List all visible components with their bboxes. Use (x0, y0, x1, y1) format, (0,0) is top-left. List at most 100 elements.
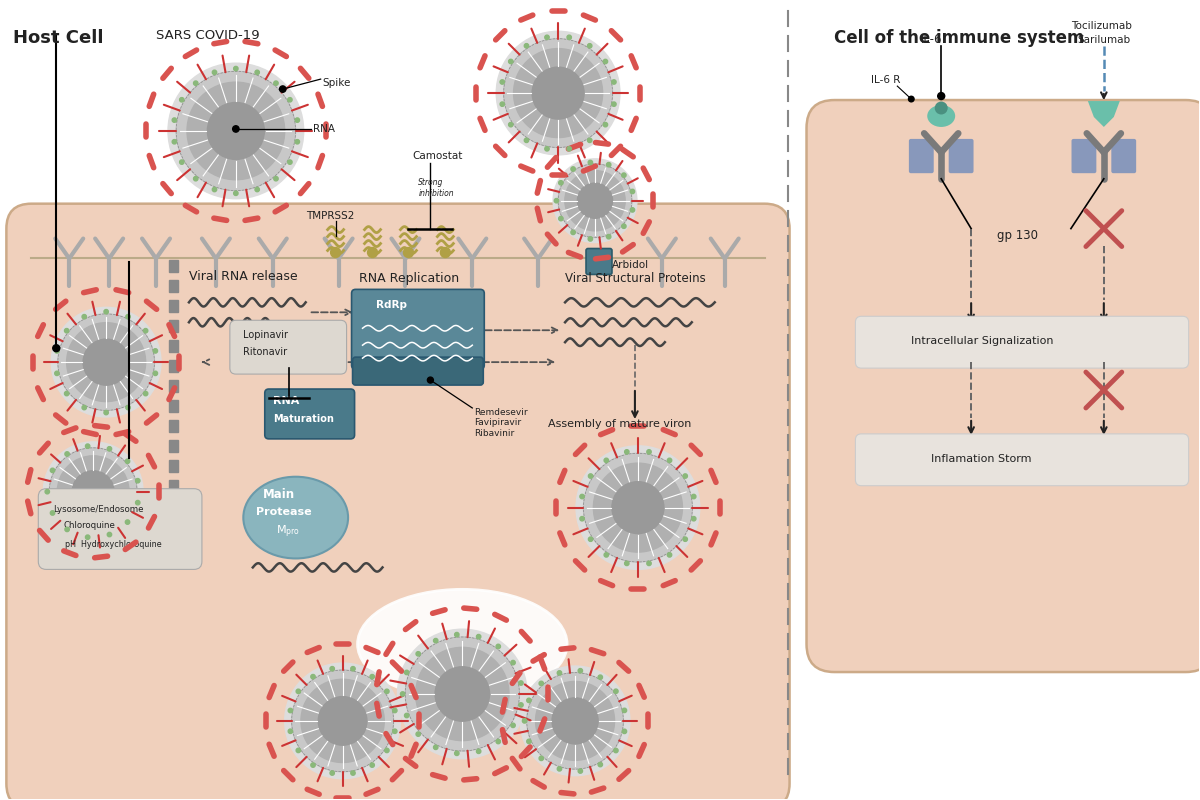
Circle shape (604, 553, 608, 557)
Ellipse shape (415, 647, 509, 741)
Circle shape (588, 138, 592, 142)
Ellipse shape (244, 477, 348, 558)
Circle shape (296, 748, 300, 753)
Circle shape (136, 478, 140, 483)
Circle shape (350, 666, 355, 671)
Text: Viral Structural Proteins: Viral Structural Proteins (565, 273, 706, 286)
Circle shape (392, 708, 397, 713)
Circle shape (311, 763, 316, 767)
Circle shape (557, 766, 562, 771)
Circle shape (527, 698, 532, 702)
Text: Tocilizumab: Tocilizumab (1070, 22, 1132, 31)
Ellipse shape (928, 105, 955, 127)
Circle shape (331, 247, 341, 258)
Circle shape (500, 80, 504, 84)
Circle shape (583, 454, 692, 562)
FancyBboxPatch shape (586, 249, 612, 274)
FancyBboxPatch shape (1111, 139, 1136, 173)
Circle shape (234, 66, 238, 70)
Text: Sarilumab: Sarilumab (1076, 35, 1130, 46)
Circle shape (606, 234, 611, 239)
Text: Arbidol: Arbidol (612, 261, 649, 270)
Circle shape (350, 771, 355, 775)
Circle shape (558, 164, 632, 238)
Text: TMPRSS2: TMPRSS2 (306, 210, 354, 221)
Text: RNA: RNA (272, 396, 299, 406)
Ellipse shape (532, 67, 584, 119)
Bar (169, 460, 178, 472)
Circle shape (65, 527, 70, 531)
Circle shape (370, 763, 374, 767)
FancyBboxPatch shape (1072, 139, 1097, 173)
Circle shape (588, 537, 593, 542)
Circle shape (604, 122, 607, 127)
Circle shape (511, 661, 515, 665)
Circle shape (520, 666, 630, 776)
Text: gp 130: gp 130 (997, 229, 1038, 242)
Circle shape (527, 739, 532, 743)
Text: RdRp: RdRp (376, 300, 407, 310)
Circle shape (330, 771, 335, 775)
Circle shape (288, 160, 292, 164)
Circle shape (172, 118, 176, 122)
Circle shape (295, 118, 300, 122)
Circle shape (935, 102, 948, 114)
Circle shape (284, 663, 401, 778)
Bar (169, 539, 178, 551)
Circle shape (598, 762, 602, 766)
Circle shape (553, 159, 637, 242)
Bar (169, 480, 178, 492)
Circle shape (571, 167, 575, 171)
Circle shape (683, 474, 688, 478)
Circle shape (623, 729, 626, 734)
Circle shape (65, 391, 68, 396)
Bar (169, 519, 178, 531)
Ellipse shape (318, 697, 367, 745)
Ellipse shape (208, 102, 264, 159)
Ellipse shape (535, 682, 614, 760)
Bar (169, 420, 178, 432)
Circle shape (524, 44, 529, 48)
Circle shape (545, 35, 550, 39)
Circle shape (908, 96, 914, 102)
Text: IL-6: IL-6 (922, 34, 943, 46)
Circle shape (126, 406, 131, 410)
Circle shape (623, 708, 626, 713)
Circle shape (588, 160, 593, 165)
Circle shape (288, 98, 292, 102)
Circle shape (104, 310, 108, 314)
Circle shape (404, 714, 409, 718)
Circle shape (588, 237, 593, 241)
Circle shape (578, 769, 582, 774)
Circle shape (254, 70, 259, 74)
Circle shape (193, 81, 198, 86)
Ellipse shape (187, 82, 284, 180)
Circle shape (571, 230, 575, 234)
Circle shape (85, 535, 90, 539)
FancyBboxPatch shape (353, 357, 484, 385)
FancyBboxPatch shape (352, 290, 485, 369)
Circle shape (154, 371, 157, 375)
Circle shape (622, 173, 626, 178)
Circle shape (545, 146, 550, 151)
Circle shape (937, 93, 944, 99)
Text: Ritonavir: Ritonavir (242, 347, 287, 357)
Ellipse shape (612, 482, 664, 534)
Circle shape (500, 102, 504, 106)
Circle shape (401, 692, 404, 696)
Circle shape (168, 63, 304, 198)
Text: Inflamation Storm: Inflamation Storm (931, 454, 1032, 464)
Circle shape (539, 682, 544, 686)
Circle shape (280, 86, 286, 92)
Circle shape (416, 652, 420, 656)
Circle shape (576, 446, 700, 570)
Text: RNA Replication: RNA Replication (359, 273, 458, 286)
Text: Camostat: Camostat (413, 151, 463, 161)
Circle shape (176, 71, 295, 190)
Circle shape (557, 670, 562, 675)
Circle shape (509, 59, 512, 64)
Ellipse shape (83, 339, 130, 385)
Circle shape (180, 98, 184, 102)
Circle shape (691, 494, 696, 498)
Text: IL-6 R: IL-6 R (871, 75, 901, 85)
